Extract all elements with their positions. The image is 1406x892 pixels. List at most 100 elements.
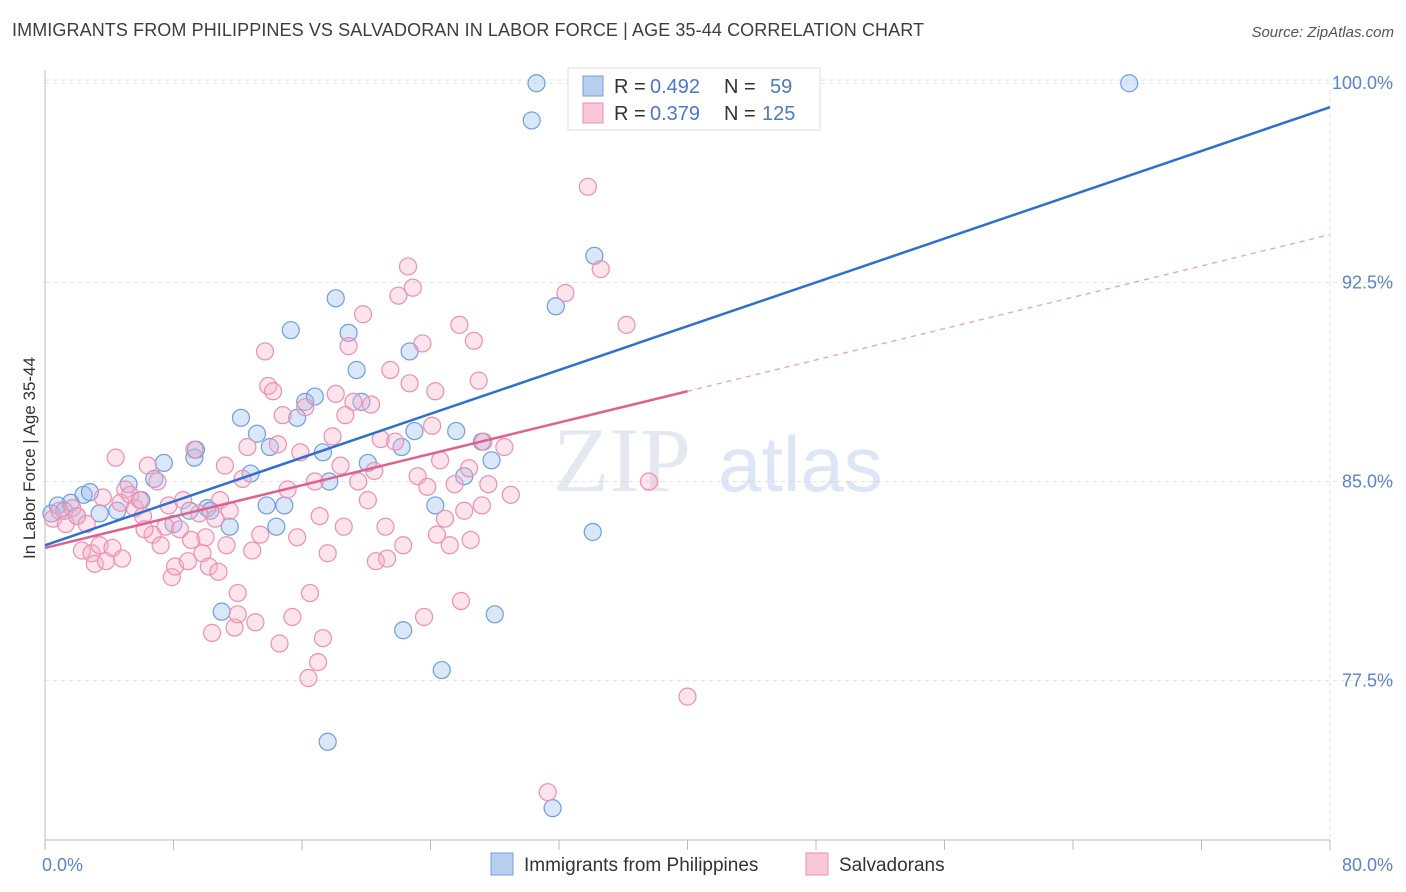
point-salvadorans [331, 456, 350, 475]
point-salvadorans [386, 432, 405, 451]
point-salvadorans [93, 488, 112, 507]
point-salvadorans [209, 562, 228, 581]
point-salvadorans [461, 530, 480, 550]
axes [44, 70, 1331, 850]
point-salvadorans [479, 475, 498, 494]
point-philippines [220, 517, 239, 536]
point-salvadorans [308, 652, 328, 672]
legend-r-label: R = [614, 76, 646, 98]
point-salvadorans [403, 278, 422, 297]
point-salvadorans [185, 440, 204, 459]
point-salvadorans [413, 334, 432, 353]
point-philippines [447, 421, 466, 441]
point-salvadorans [318, 544, 337, 563]
point-salvadorans [578, 177, 598, 196]
point-salvadorans [398, 257, 418, 276]
point-philippines [543, 799, 562, 818]
point-salvadorans [450, 315, 469, 334]
point-salvadorans [263, 382, 283, 401]
y-tick-label: 77.5% [1342, 671, 1393, 691]
point-philippines [1120, 74, 1139, 93]
point-salvadorans [300, 583, 320, 603]
point-salvadorans [361, 395, 381, 414]
point-salvadorans [196, 528, 215, 547]
point-salvadorans [556, 283, 575, 303]
y-axis-title: In Labor Force | Age 35-44 [20, 357, 39, 559]
point-salvadorans [182, 530, 201, 550]
point-salvadorans [202, 623, 222, 642]
point-philippines [326, 289, 345, 308]
point-salvadorans [431, 451, 450, 470]
x-tick-label: 80.0% [1342, 855, 1393, 875]
point-salvadorans [495, 437, 514, 457]
point-philippines [257, 496, 276, 515]
point-salvadorans [130, 491, 149, 510]
y-tick-label: 85.0% [1342, 472, 1393, 492]
trend-lines [44, 105, 1331, 550]
point-salvadorans [435, 509, 455, 528]
point-salvadorans [323, 427, 342, 446]
point-salvadorans [268, 435, 288, 454]
point-salvadorans [251, 525, 270, 544]
watermark-atlas: atlas [718, 420, 883, 508]
point-salvadorans [445, 475, 464, 494]
x-tick-label: 0.0% [42, 855, 83, 875]
point-salvadorans [427, 525, 447, 544]
bottom-legend: Immigrants from Philippines Salvadorans [490, 852, 945, 876]
point-salvadorans [238, 437, 257, 457]
point-salvadorans [617, 315, 636, 334]
legend-swatch-salvadorans [582, 102, 604, 124]
point-salvadorans [85, 554, 104, 573]
point-salvadorans [472, 496, 491, 515]
point-philippines [247, 424, 267, 443]
point-salvadorans [376, 517, 395, 536]
point-salvadorans [459, 459, 479, 478]
point-philippines [522, 111, 541, 130]
bottom-legend-label-salvadorans: Salvadorans [839, 855, 945, 876]
point-salvadorans [296, 398, 315, 417]
point-salvadorans [381, 360, 400, 380]
point-salvadorans [310, 506, 329, 526]
point-philippines [339, 323, 358, 342]
legend-n-value: 59 [770, 76, 792, 98]
point-philippines [154, 453, 173, 473]
point-salvadorans [358, 491, 377, 510]
point-salvadorans [378, 549, 397, 568]
point-salvadorans [228, 605, 247, 624]
point-salvadorans [339, 337, 358, 356]
point-salvadorans [639, 472, 659, 491]
trend-line-philippines [44, 105, 1331, 547]
point-salvadorans [112, 549, 132, 568]
point-salvadorans [423, 416, 442, 435]
point-salvadorans [440, 536, 459, 555]
point-salvadorans [243, 541, 262, 560]
legend-r-label: R = [614, 103, 646, 125]
point-salvadorans [162, 568, 181, 587]
point-salvadorans [501, 485, 520, 504]
point-philippines [485, 605, 504, 624]
y-tick-label: 92.5% [1342, 272, 1393, 292]
y-tick-label: 100.0% [1332, 73, 1393, 93]
point-salvadorans [451, 591, 471, 611]
point-salvadorans [255, 342, 275, 361]
legend-swatch-philippines [582, 75, 604, 97]
point-salvadorans [400, 374, 419, 393]
point-salvadorans [288, 528, 307, 547]
point-salvadorans [353, 305, 373, 324]
point-philippines [432, 660, 451, 680]
point-salvadorans [138, 456, 157, 475]
legend-n-label: N = [724, 76, 756, 98]
legend-n-value: 125 [762, 103, 795, 125]
point-salvadorans [394, 536, 413, 555]
data-points [42, 74, 1139, 818]
point-philippines [546, 297, 565, 316]
point-salvadorans [426, 382, 445, 401]
legend-r-value: 0.379 [650, 103, 700, 125]
point-philippines [281, 321, 300, 340]
point-salvadorans [418, 477, 437, 496]
bottom-legend-swatch-philippines [490, 852, 514, 876]
point-salvadorans [199, 557, 218, 576]
point-salvadorans [178, 552, 198, 571]
point-salvadorans [206, 509, 225, 528]
point-salvadorans [246, 613, 265, 632]
